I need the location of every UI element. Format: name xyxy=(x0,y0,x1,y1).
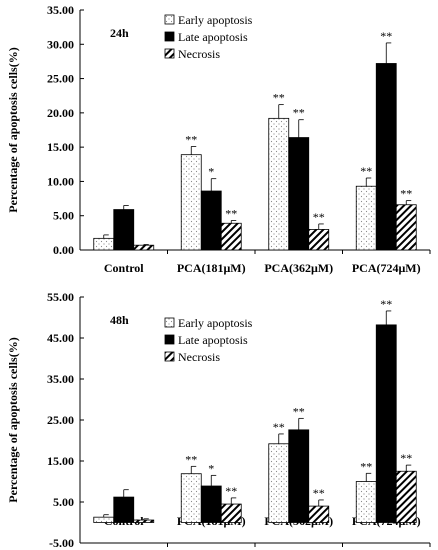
bar-hatch xyxy=(133,244,155,251)
y-tick-label: 15.00 xyxy=(47,140,74,154)
legend-label: Necrosis xyxy=(178,47,220,61)
y-tick-label: 30.00 xyxy=(47,37,74,51)
y-tick-label: 15.00 xyxy=(47,454,74,468)
y-tick-label: 5.00 xyxy=(53,495,74,509)
y-axis-title: Percentage of apoptosis cells(%) xyxy=(6,337,20,502)
legend-swatch-hatch xyxy=(164,351,175,362)
x-tick-label: PCA(724μM) xyxy=(352,261,421,275)
significance-mark: ** xyxy=(293,106,305,120)
legend-swatch-solid xyxy=(164,31,175,42)
bar-dots xyxy=(180,473,202,523)
y-tick-label: -5.00 xyxy=(49,536,74,550)
y-tick-label: 35.00 xyxy=(47,372,74,386)
bar-solid xyxy=(200,485,222,523)
legend-label: Necrosis xyxy=(178,350,220,364)
significance-mark: ** xyxy=(225,207,237,221)
chart-panel-24h: 0.00 5.00 10.00 15.00 20.00 25.00 30.00 35.00 Pe… xyxy=(6,3,431,275)
bar-solid xyxy=(288,137,310,251)
y-tick-label: 0.00 xyxy=(53,243,74,257)
chart-panel-48h: -5.00 5.00 15.00 25.00 35.00 45.00 55.00 Percen… xyxy=(6,290,431,550)
significance-mark: ** xyxy=(380,29,392,43)
bar-hatch xyxy=(308,505,330,523)
significance-mark: ** xyxy=(400,451,412,465)
bar-solid xyxy=(375,63,397,251)
panel-label: 24h xyxy=(110,26,129,40)
significance-mark: ** xyxy=(225,484,237,498)
y-tick-label: 55.00 xyxy=(47,290,74,304)
significance-mark: ** xyxy=(185,452,197,466)
bar-solid xyxy=(113,209,135,251)
significance-mark: ** xyxy=(380,297,392,311)
significance-mark: ** xyxy=(313,210,325,224)
significance-mark: ** xyxy=(313,486,325,500)
significance-mark: ** xyxy=(273,91,285,105)
bar-hatch xyxy=(308,229,330,251)
bar-hatch xyxy=(220,503,242,523)
y-axis-title: Percentage of apoptosis cells(%) xyxy=(6,47,20,212)
significance-mark: ** xyxy=(360,164,372,178)
bar-dots xyxy=(180,154,202,251)
x-tick-label: PCA(181μM) xyxy=(177,261,246,275)
bar-hatch xyxy=(395,204,417,251)
legend-swatch-solid xyxy=(164,334,175,345)
bar-dots xyxy=(355,185,377,251)
bar-dots xyxy=(268,443,290,523)
x-tick-label: Control xyxy=(104,261,144,275)
significance-mark: ** xyxy=(293,404,305,418)
bar-dots xyxy=(355,481,377,523)
bar-dots xyxy=(93,516,115,523)
legend-label: Late apoptosis xyxy=(178,30,248,44)
bar-solid xyxy=(200,190,222,251)
significance-mark: * xyxy=(208,165,214,179)
significance-mark: ** xyxy=(360,459,372,473)
y-tick-label: 25.00 xyxy=(47,413,74,427)
bar-hatch xyxy=(395,470,417,523)
bar-solid xyxy=(375,324,397,523)
legend-label: Early apoptosis xyxy=(178,316,253,330)
bar-solid xyxy=(113,496,135,523)
y-tick-label: 25.00 xyxy=(47,72,74,86)
significance-mark: ** xyxy=(185,132,197,146)
legend-label: Late apoptosis xyxy=(178,333,248,347)
y-tick-label: 35.00 xyxy=(47,3,74,17)
bar-hatch xyxy=(220,222,242,251)
bar-dots xyxy=(93,237,115,251)
y-tick-label: 20.00 xyxy=(47,106,74,120)
x-tick-label: PCA(362μM) xyxy=(264,261,333,275)
legend-swatch-dots xyxy=(164,14,175,25)
bar-solid xyxy=(288,429,310,523)
y-tick-label: 10.00 xyxy=(47,174,74,188)
significance-mark: ** xyxy=(273,420,285,434)
panel-label: 48h xyxy=(110,313,129,327)
significance-mark: ** xyxy=(400,187,412,201)
y-tick-label: 45.00 xyxy=(47,331,74,345)
bar-dots xyxy=(268,117,290,251)
legend-swatch-dots xyxy=(164,317,175,328)
significance-mark: * xyxy=(208,461,214,475)
y-tick-label: 5.00 xyxy=(53,209,74,223)
bar-hatch xyxy=(133,519,155,523)
legend-label: Early apoptosis xyxy=(178,13,253,27)
legend-swatch-hatch xyxy=(164,48,175,59)
